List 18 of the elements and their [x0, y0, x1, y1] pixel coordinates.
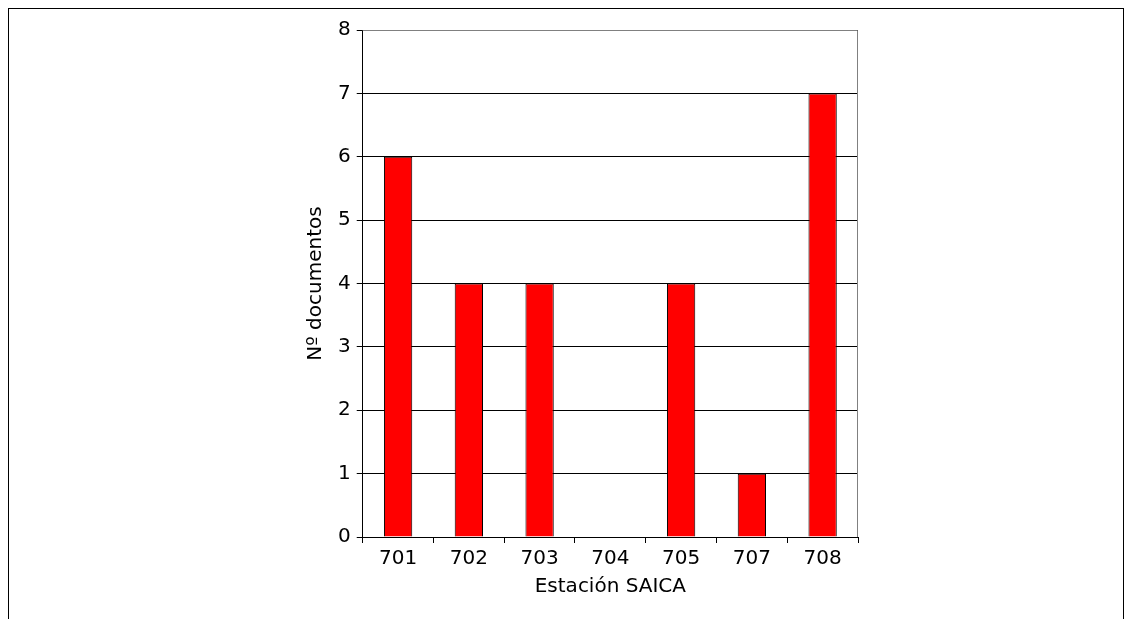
y-tick-label: 0 — [337, 523, 351, 548]
y-tick-label: 3 — [337, 333, 351, 358]
y-tick-label: 1 — [337, 459, 351, 484]
x-tick-label: 708 — [803, 545, 842, 570]
x-tick-label: 702 — [449, 545, 488, 570]
y-tick-label: 8 — [337, 16, 351, 41]
y-tick-label: 5 — [337, 206, 351, 231]
x-tick-label: 705 — [662, 545, 701, 570]
x-tick-label: 701 — [379, 545, 418, 570]
x-tick-label: 707 — [732, 545, 771, 570]
y-tick-label: 7 — [337, 79, 351, 104]
y-tick-label: 6 — [337, 142, 351, 167]
x-axis-title: Estación SAICA — [534, 573, 687, 598]
y-tick-label: 2 — [337, 396, 351, 421]
y-axis-title: Nº documentos — [302, 206, 327, 361]
x-tick-label: 703 — [520, 545, 559, 570]
x-tick-label: 704 — [591, 545, 630, 570]
y-tick-label: 4 — [337, 269, 351, 294]
